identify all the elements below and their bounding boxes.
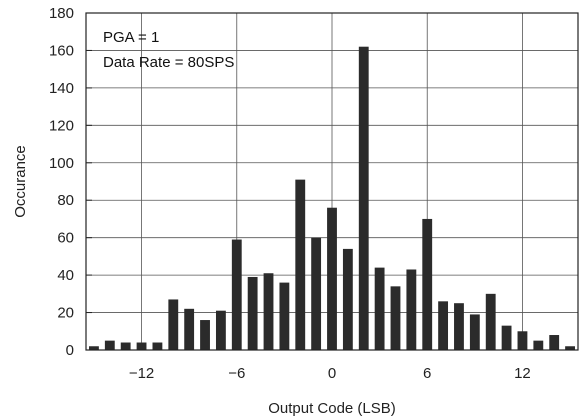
- y-tick-label: 0: [66, 342, 74, 359]
- bar: [231, 239, 242, 350]
- x-tick-label: −6: [228, 365, 245, 382]
- bar: [342, 248, 353, 350]
- y-tick-label: 160: [49, 42, 74, 59]
- bar: [247, 276, 258, 350]
- bar: [358, 46, 369, 350]
- bar: [184, 308, 195, 350]
- bar: [279, 282, 290, 350]
- bar: [215, 310, 226, 350]
- bar: [136, 342, 147, 350]
- bar: [120, 342, 131, 350]
- bar-series: [89, 46, 575, 350]
- bar: [469, 314, 480, 350]
- bar: [104, 340, 115, 350]
- grid-lines: [86, 13, 578, 350]
- bar: [501, 325, 512, 350]
- y-tick-label: 80: [57, 192, 74, 209]
- annotation-pga: PGA = 1: [103, 29, 159, 46]
- bar: [517, 331, 528, 350]
- y-tick-label: 180: [49, 5, 74, 22]
- bar: [485, 293, 496, 350]
- y-axis-ticks: 0 20 40 60 80 100 120 140 160 180: [49, 5, 92, 359]
- x-tick-label: 0: [328, 365, 336, 382]
- bar: [295, 179, 306, 350]
- bar: [438, 301, 449, 350]
- bar: [374, 267, 385, 350]
- x-axis-title: Output Code (LSB): [268, 400, 396, 417]
- x-axis-ticks: −12 −6 0 6 12: [129, 365, 531, 382]
- bar: [565, 346, 575, 350]
- x-tick-label: −12: [129, 365, 154, 382]
- bar: [200, 320, 210, 350]
- bar: [168, 299, 179, 350]
- plot-frame: [85, 12, 579, 351]
- bar: [311, 237, 322, 350]
- y-tick-label: 120: [49, 117, 74, 134]
- y-tick-label: 60: [57, 230, 74, 247]
- y-tick-label: 20: [57, 305, 74, 322]
- bar: [390, 286, 401, 350]
- bar: [533, 340, 544, 350]
- annotation-data-rate: Data Rate = 80SPS: [103, 54, 234, 71]
- y-tick-label: 100: [49, 155, 74, 172]
- bar: [549, 335, 560, 350]
- x-tick-label: 6: [423, 365, 431, 382]
- bar: [263, 273, 274, 350]
- bar: [422, 218, 433, 350]
- bar: [89, 346, 99, 350]
- bar: [327, 207, 337, 350]
- bar: [454, 303, 464, 350]
- x-tick-label: 12: [514, 365, 531, 382]
- bar: [406, 269, 417, 350]
- y-axis-title: Occurance: [12, 145, 29, 218]
- bar: [152, 342, 163, 350]
- y-tick-label: 40: [57, 267, 74, 284]
- y-tick-label: 140: [49, 80, 74, 97]
